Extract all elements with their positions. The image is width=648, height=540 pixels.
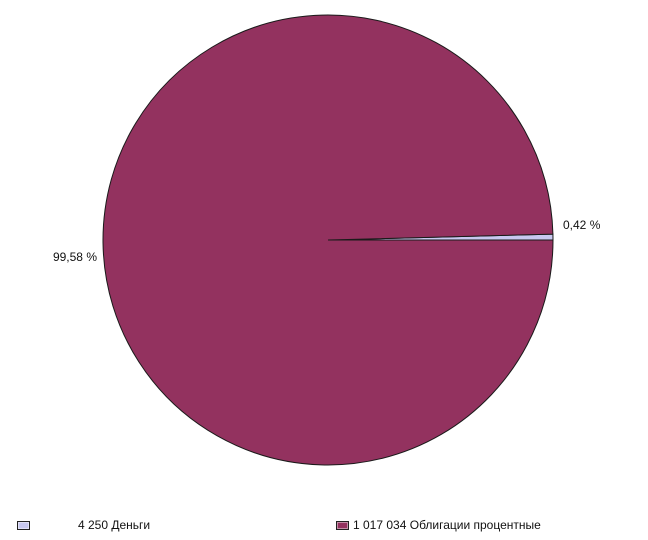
legend-swatch-money	[17, 520, 30, 530]
pie-chart: 0,42 % 99,58 %	[53, 14, 601, 466]
percent-labels: 0,42 % 99,58 %	[53, 218, 601, 264]
legend-item-bonds: 1 017 034 Облигации процентные	[336, 518, 541, 532]
legend-value-bonds: 1 017 034	[353, 518, 407, 532]
legend-label-bonds: Облигации процентные	[409, 518, 541, 532]
percent-label-money: 0,42 %	[563, 218, 601, 232]
percent-label-bonds: 99,58 %	[53, 250, 97, 264]
legend-swatch-bonds	[336, 520, 349, 530]
legend: 4 250 Деньги 1 017 034 Облигации процент…	[0, 518, 648, 538]
legend-text-bonds: 1 017 034 Облигации процентные	[353, 518, 541, 532]
pie-slice-bonds	[102, 14, 554, 466]
legend-value-money: 4 250	[78, 518, 109, 532]
legend-label-money: Деньги	[111, 518, 151, 532]
legend-item-money: 4 250 Деньги	[17, 518, 150, 532]
pie-slices	[102, 14, 554, 466]
legend-text-money: 4 250 Деньги	[78, 518, 150, 532]
